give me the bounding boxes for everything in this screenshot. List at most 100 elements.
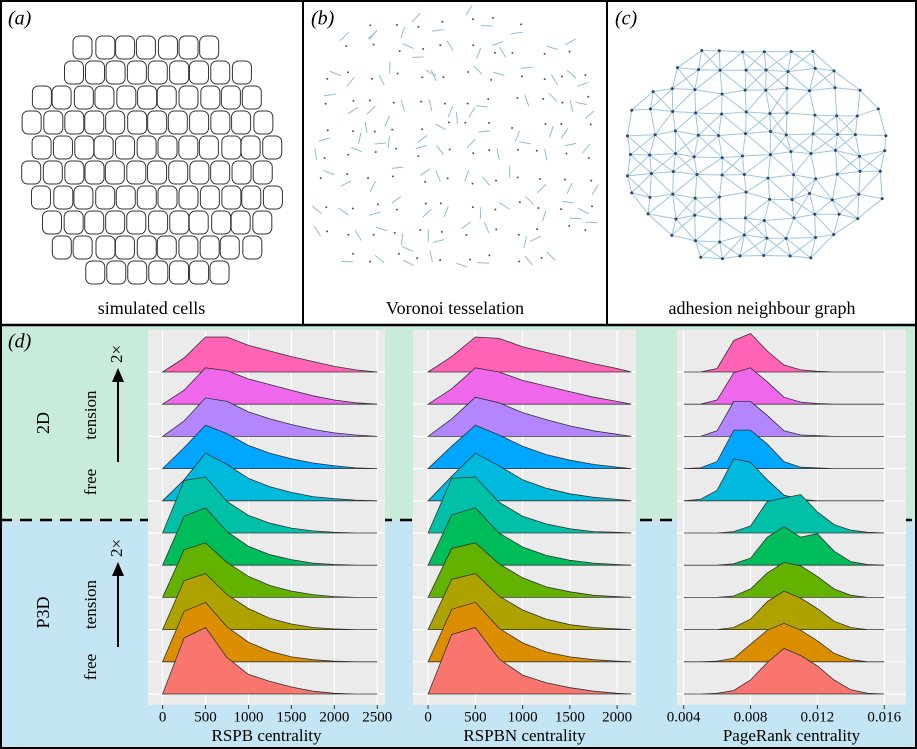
graph-edge [673,172,697,175]
seed-point [590,180,592,182]
voronoi-edge [483,177,490,186]
seed-point [518,234,520,236]
cell [148,111,167,134]
seed-point [420,101,422,103]
graph-node [769,130,772,133]
seed-point [544,53,546,55]
seed-point [352,207,354,209]
graph-edge [746,112,770,132]
cell [179,86,198,109]
graph-node [877,107,880,110]
graph-node [674,217,677,220]
seed-point [544,123,546,125]
x-tick-label: 1000 [233,709,263,725]
voronoi-edge [521,67,533,68]
graph-edge [794,214,815,218]
voronoi-edge [365,121,367,133]
graph-edge [742,155,770,156]
graph-node [879,170,882,173]
graph-node [883,149,886,152]
x-tick-label: 0.016 [867,709,901,725]
seed-point [352,253,354,255]
cell [86,61,105,84]
cell [263,186,282,209]
graph-edge [632,109,651,110]
graph-node [762,254,765,257]
graph-edge [816,179,833,200]
graph-node [652,90,655,93]
graph-edge [675,131,698,135]
cell [158,136,177,159]
graph-edge [746,112,770,114]
voronoi-edge [492,42,503,46]
cell [211,111,230,134]
graph-edge [787,91,809,113]
cell [73,236,92,259]
graph-edge [632,92,653,111]
voronoi-edge [549,93,557,101]
panel-caption: Voronoi tesselation [386,298,524,318]
cell [32,86,51,109]
graph-node [791,198,794,201]
graph-edge [792,175,793,200]
graph-edge [744,235,763,255]
cell [65,61,84,84]
graph-edge [695,174,697,198]
graph-edge [650,135,655,155]
cell [212,211,231,234]
voronoi-edge [324,94,336,96]
graph-edge [650,155,674,172]
cell [190,161,209,184]
graph-edge [815,214,834,234]
graph-edge [813,134,837,135]
graph-node [695,173,698,176]
voronoi-edge [499,203,509,209]
graph-node [721,257,724,260]
seed-point [564,179,566,181]
graph-edge [718,135,742,155]
voronoi-edge [312,206,321,214]
cell [222,136,241,159]
cells-drawing [22,36,283,284]
voronoi-edge [370,181,375,192]
graph-node [671,110,674,113]
graph-edge [697,174,722,175]
seed-point [352,100,354,102]
graph-edge [630,135,655,155]
voronoi-edge [447,41,453,51]
graph-edge [695,215,696,240]
voronoi-edge [423,209,432,217]
graph-edge [650,155,652,173]
cell [64,211,83,234]
voronoi-edge [436,145,443,154]
seed-point [561,102,563,104]
graph-node [693,214,696,217]
graph-node [744,217,747,220]
seed-point [439,259,441,261]
voronoi-edge [545,149,547,161]
group-label: 2D [33,412,53,434]
graph-node [785,111,788,114]
graph-node [834,86,837,89]
graph-node [858,155,861,158]
graph-edge [792,193,809,199]
graph-edge [743,52,766,70]
seed-point [511,127,513,129]
seed-point [396,24,398,26]
seed-point [517,176,519,178]
graph-drawing [626,49,887,260]
cell [127,61,146,84]
seed-point [494,52,496,54]
graph-node [672,170,675,173]
seed-point [560,208,562,210]
graph-node [813,213,816,216]
graph-edge [694,157,722,158]
voronoi-edge [315,148,317,160]
voronoi-edge [433,240,444,243]
graph-node [768,198,771,201]
graph-node [763,219,766,222]
group-label: P3D [33,596,53,628]
voronoi-edge [323,171,334,175]
graph-edge [768,155,771,179]
graph-node [834,149,837,152]
